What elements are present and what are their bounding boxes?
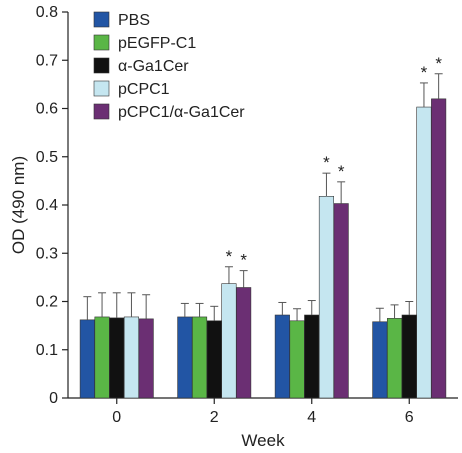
bar xyxy=(221,283,237,399)
bar xyxy=(304,314,320,399)
legend-swatch xyxy=(93,11,110,28)
significance-marker: * xyxy=(338,162,345,181)
bar xyxy=(401,314,417,399)
legend-label: pEGFP-C1 xyxy=(118,35,196,52)
x-tick-label: 6 xyxy=(405,409,414,426)
bar xyxy=(431,98,447,399)
bar xyxy=(79,319,95,399)
x-tick-label: 0 xyxy=(112,409,121,426)
y-tick-label: 0.5 xyxy=(36,149,58,166)
x-axis-title: Week xyxy=(241,431,285,450)
legend-swatch xyxy=(93,103,110,120)
bar xyxy=(177,316,193,399)
y-tick-label: 0.2 xyxy=(36,294,58,311)
y-tick-label: 0.4 xyxy=(36,197,58,214)
legend-label: pCPC1 xyxy=(118,81,170,98)
y-tick-label: 0.6 xyxy=(36,101,58,118)
significance-marker: * xyxy=(226,247,233,266)
legend-swatch xyxy=(93,34,110,51)
y-tick-label: 0 xyxy=(49,390,58,407)
bar xyxy=(333,203,349,399)
significance-marker: * xyxy=(240,251,247,270)
bar xyxy=(416,106,432,399)
x-tick-label: 2 xyxy=(210,409,219,426)
legend-swatch xyxy=(93,57,110,74)
bar xyxy=(386,318,403,399)
bar xyxy=(94,316,110,399)
significance-marker: * xyxy=(421,63,428,82)
legend-label: PBS xyxy=(118,12,150,29)
x-tick-label: 4 xyxy=(307,409,316,426)
y-tick-label: 0.7 xyxy=(36,52,58,69)
significance-marker: * xyxy=(323,153,330,172)
y-tick-label: 0.1 xyxy=(36,342,58,359)
legend-swatch xyxy=(93,80,110,97)
bar xyxy=(274,314,290,399)
bar xyxy=(109,317,125,399)
bar xyxy=(289,320,305,399)
bar xyxy=(372,321,388,399)
y-tick-label: 0.8 xyxy=(36,4,58,21)
bar xyxy=(318,196,335,399)
bar xyxy=(138,318,154,399)
y-tick-label: 0.3 xyxy=(36,245,58,262)
legend-label: pCPC1/α-Ga1Cer xyxy=(118,104,245,121)
y-axis-title: OD (490 nm) xyxy=(9,156,28,254)
bar xyxy=(123,316,139,399)
bar xyxy=(192,316,208,399)
bar xyxy=(206,320,222,399)
legend-label: α-Ga1Cer xyxy=(118,58,189,75)
bar xyxy=(236,287,252,399)
significance-marker: * xyxy=(435,54,442,73)
